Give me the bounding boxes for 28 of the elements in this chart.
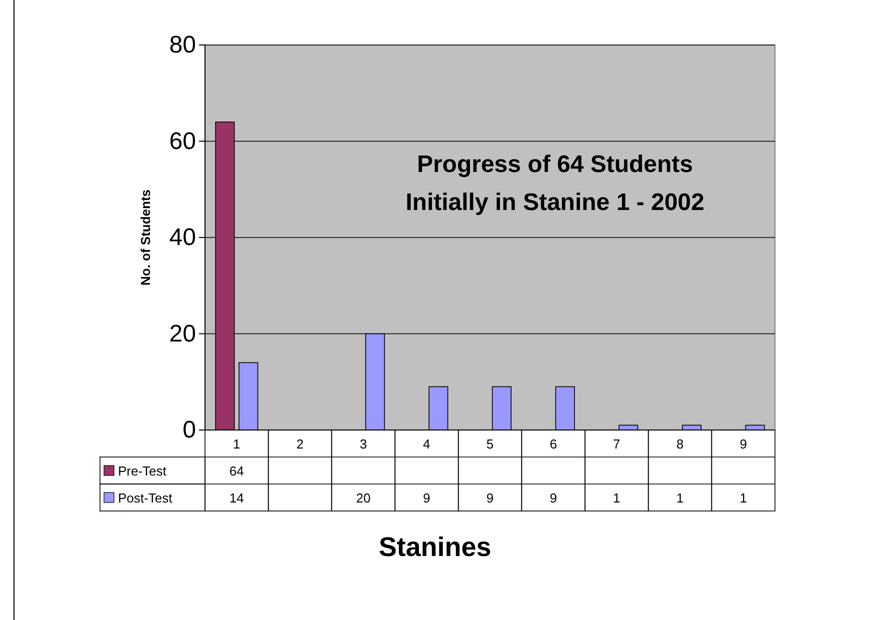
legend-label: Pre-Test	[118, 464, 167, 478]
x-tick-label: 2	[296, 436, 304, 452]
x-tick-label: 8	[676, 436, 684, 452]
x-tick-label: 7	[613, 436, 620, 452]
data-label: 14	[229, 490, 244, 506]
x-tick-label: 3	[360, 436, 367, 452]
y-tick-label: 20	[169, 320, 196, 348]
data-label: 1	[613, 490, 620, 506]
y-tick-label: 60	[169, 128, 196, 155]
y-tick-label: 40	[169, 224, 196, 252]
legend-label: Post-Test	[118, 490, 173, 506]
x-tick-label: 1	[233, 436, 240, 452]
x-tick-label: 6	[550, 436, 557, 452]
x-tick-label: 9	[740, 436, 747, 452]
data-label: 1	[740, 490, 747, 506]
data-label: 64	[229, 464, 244, 478]
y-tick-label: 80	[169, 32, 196, 59]
data-label: 1	[676, 490, 684, 506]
data-label: 9	[423, 490, 430, 506]
data-label: 20	[356, 490, 371, 506]
y-tick-label: 0	[182, 416, 196, 444]
data-label: 9	[550, 490, 557, 506]
data-label: 9	[486, 490, 494, 506]
text: Progress of 64 Students Initially in Stanine 1 - 2002	[406, 151, 704, 216]
x-tick-label: 5	[486, 436, 494, 452]
x-tick-label: 4	[423, 436, 430, 452]
x-axis-title: Stanines	[378, 532, 492, 562]
y-axis-title: No. of Students	[138, 189, 153, 286]
